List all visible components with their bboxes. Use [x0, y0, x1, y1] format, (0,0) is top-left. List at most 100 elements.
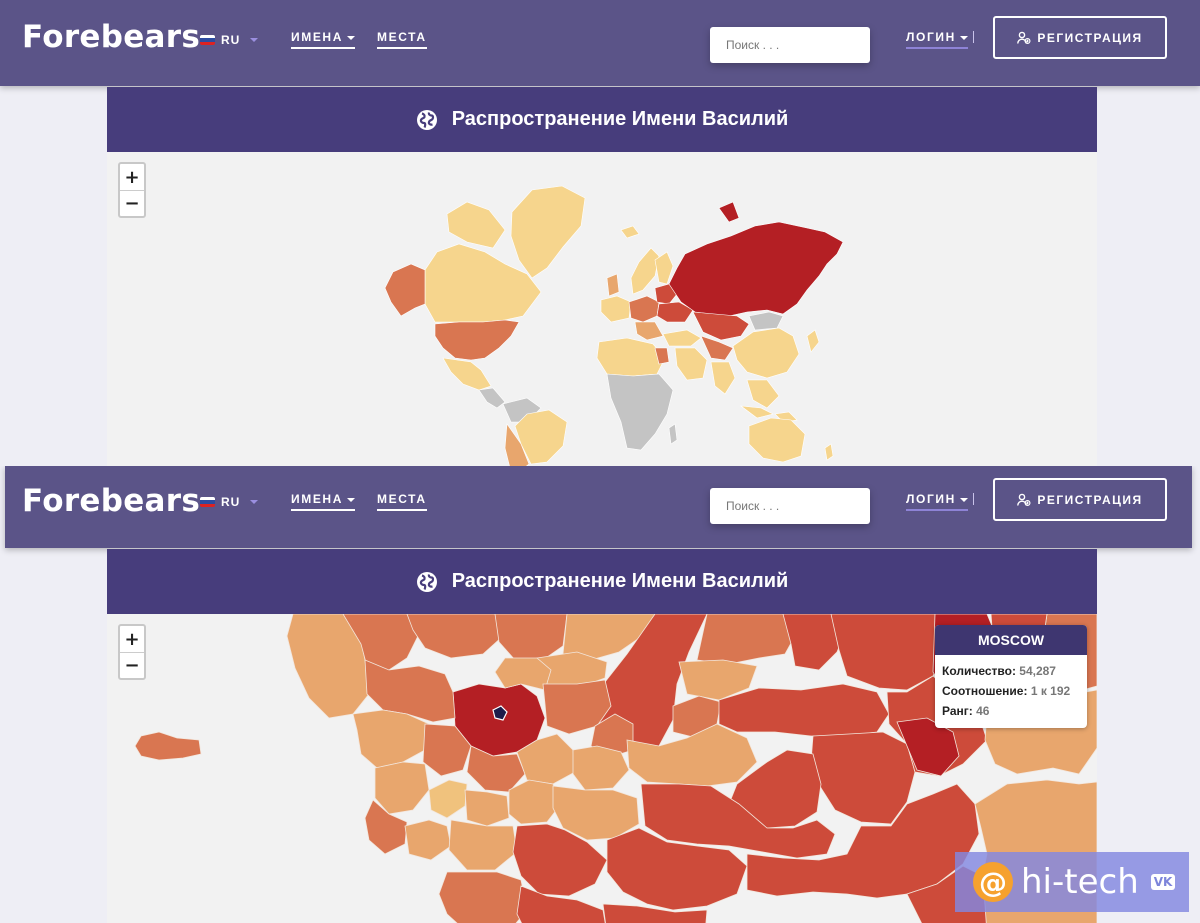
chevron-down-icon: [346, 497, 355, 502]
zoom-in-button[interactable]: +: [124, 628, 140, 650]
country-mexico[interactable]: [442, 357, 492, 391]
region-far-east-1[interactable]: [896, 717, 960, 777]
login-menu[interactable]: ЛОГИН: [906, 30, 968, 49]
region-kaluga[interactable]: [422, 723, 472, 777]
nav-places-link[interactable]: МЕСТА: [377, 30, 427, 49]
country-india[interactable]: [710, 361, 736, 395]
add-user-icon: [1017, 493, 1031, 506]
region-komi[interactable]: [696, 614, 796, 665]
zoom-out-button[interactable]: −: [120, 190, 144, 216]
country-central-america[interactable]: [478, 387, 506, 409]
country-middle-east[interactable]: [674, 347, 708, 381]
region-tver[interactable]: [364, 659, 456, 723]
login-menu[interactable]: ЛОГИН: [906, 492, 968, 511]
language-selector[interactable]: RU: [200, 495, 259, 509]
login-label: ЛОГИН: [906, 30, 956, 44]
country-western-europe[interactable]: [600, 295, 632, 323]
site-logo[interactable]: Forebears: [22, 483, 201, 519]
country-south-america-west[interactable]: [504, 423, 530, 466]
country-baltics-belarus[interactable]: [654, 283, 678, 305]
region-sverdlovsk[interactable]: [718, 683, 890, 737]
region-orenburg[interactable]: [640, 783, 836, 859]
country-turkey[interactable]: [662, 329, 702, 347]
country-japan[interactable]: [806, 329, 820, 353]
search-input[interactable]: [710, 488, 870, 524]
region-perm-1[interactable]: [678, 659, 758, 701]
zoom-out-button[interactable]: −: [120, 652, 144, 678]
country-uk[interactable]: [606, 273, 620, 297]
country-central-europe[interactable]: [628, 295, 660, 323]
regional-map[interactable]: + −: [107, 614, 1097, 923]
country-north-africa[interactable]: [596, 337, 666, 377]
country-scandinavia[interactable]: [630, 247, 660, 295]
chevron-down-icon: [959, 35, 968, 40]
tooltip-count-row: Количество: 54,287: [942, 664, 1056, 678]
language-selector[interactable]: RU: [200, 33, 259, 47]
register-button[interactable]: РЕГИСТРАЦИЯ: [993, 478, 1167, 521]
nav-places-link[interactable]: МЕСТА: [377, 492, 427, 511]
region-kazakhstan-border[interactable]: [746, 783, 980, 899]
country-australia[interactable]: [748, 417, 806, 463]
region-north-1[interactable]: [494, 614, 568, 661]
chevron-down-icon: [346, 35, 355, 40]
panel-header: Распространение Имени Василий: [107, 87, 1097, 152]
region-northwest-2[interactable]: [406, 614, 504, 659]
country-egypt[interactable]: [654, 347, 670, 365]
country-greenland[interactable]: [510, 185, 586, 279]
country-balkans[interactable]: [634, 321, 664, 341]
region-kursk[interactable]: [364, 799, 408, 855]
region-saratov[interactable]: [552, 785, 640, 841]
nav-names-menu[interactable]: ИМЕНА: [291, 492, 355, 511]
site-logo[interactable]: Forebears: [22, 19, 201, 55]
country-southeast-asia[interactable]: [746, 379, 780, 409]
region-tula[interactable]: [466, 745, 526, 793]
region-penza-mordovia[interactable]: [572, 745, 630, 791]
register-button[interactable]: РЕГИСТРАЦИЯ: [993, 16, 1167, 59]
zoom-in-button[interactable]: +: [124, 166, 140, 188]
panel-header: Распространение Имени Василий: [107, 549, 1097, 614]
country-mongolia[interactable]: [748, 311, 784, 331]
region-chelyabinsk[interactable]: [810, 731, 916, 825]
country-canada[interactable]: [424, 243, 542, 323]
country-madagascar[interactable]: [668, 423, 678, 445]
country-brazil[interactable]: [514, 409, 568, 465]
country-russia[interactable]: [668, 221, 844, 317]
region-astrakhan-kalmykia[interactable]: [606, 827, 748, 911]
nav-names-menu[interactable]: ИМЕНА: [291, 30, 355, 49]
globe-icon: [416, 571, 437, 592]
region-voronezh[interactable]: [448, 819, 518, 871]
region-lipetsk[interactable]: [464, 789, 510, 827]
region-tambov[interactable]: [508, 779, 562, 825]
country-central-africa[interactable]: [606, 373, 674, 451]
country-ukraine[interactable]: [656, 301, 694, 323]
region-ulyanovsk-samara[interactable]: [626, 723, 758, 787]
country-central-asia[interactable]: [700, 335, 734, 361]
search-input[interactable]: [710, 27, 870, 63]
russia-flag-icon: [200, 35, 215, 45]
country-china[interactable]: [732, 327, 800, 379]
region-yaroslavl[interactable]: [494, 657, 552, 691]
region-moscow-city[interactable]: [492, 705, 508, 721]
country-finland[interactable]: [654, 251, 674, 285]
region-stavropol[interactable]: [602, 903, 708, 923]
regional-map-screenshot: Forebears RU ИМЕНА МЕСТА ЛОГИН РЕГИСТРАЦ…: [0, 466, 1200, 923]
region-tooltip: MOSCOW Количество: 54,287 Соотношение: 1…: [935, 625, 1087, 728]
country-kazakhstan[interactable]: [692, 311, 750, 341]
country-new-zealand[interactable]: [824, 443, 834, 461]
country-iceland[interactable]: [620, 225, 640, 239]
country-usa[interactable]: [434, 319, 520, 361]
region-volgograd[interactable]: [512, 823, 608, 897]
region-smolensk[interactable]: [352, 709, 430, 769]
world-map[interactable]: + −: [107, 152, 1097, 466]
region-kaliningrad[interactable]: [134, 731, 202, 761]
login-label: ЛОГИН: [906, 492, 956, 506]
country-alaska[interactable]: [384, 263, 426, 317]
region-rostov[interactable]: [438, 871, 528, 923]
nav-separator: [973, 31, 974, 43]
country-canada-arctic[interactable]: [446, 201, 506, 249]
region-bryansk[interactable]: [374, 761, 430, 815]
region-belgorod[interactable]: [404, 819, 452, 861]
region-orel[interactable]: [428, 779, 468, 819]
country-russia-northeast[interactable]: [718, 201, 740, 223]
zoom-control: + −: [118, 624, 146, 680]
